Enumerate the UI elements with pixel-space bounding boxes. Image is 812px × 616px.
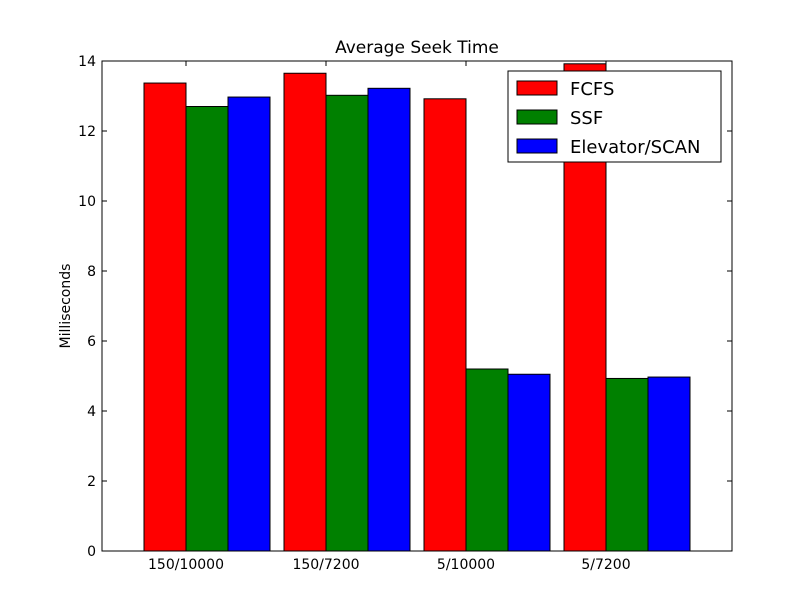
bar-elevator-scan-5-7200 xyxy=(647,376,691,552)
legend-swatch xyxy=(516,109,558,125)
y-tick-label: 14 xyxy=(78,54,96,70)
bar-ssf-150-7200 xyxy=(325,94,369,552)
y-tick-label: 4 xyxy=(87,404,96,420)
bar-elevator-scan-150-7200 xyxy=(367,87,411,552)
bar-fcfs-5-10000 xyxy=(423,98,467,552)
x-tick-label: 5/7200 xyxy=(581,557,630,573)
bar-fcfs-150-10000 xyxy=(143,82,187,552)
legend-label: SSF xyxy=(570,108,603,129)
y-axis-label: Milliseconds xyxy=(58,264,74,349)
y-tick-label: 10 xyxy=(78,194,96,210)
y-tick-label: 8 xyxy=(87,264,96,280)
y-tick-label: 0 xyxy=(87,544,96,560)
bar-elevator-scan-5-10000 xyxy=(507,373,551,552)
plot-area-frame xyxy=(101,60,733,552)
legend-swatch xyxy=(516,80,558,96)
x-tick-label: 150/10000 xyxy=(148,557,224,573)
bar-elevator-scan-150-10000 xyxy=(227,96,271,552)
legend-label: Elevator/SCAN xyxy=(570,137,700,158)
legend: FCFS SSF Elevator/SCAN xyxy=(507,70,722,163)
legend-label: FCFS xyxy=(570,79,614,100)
bar-ssf-5-10000 xyxy=(465,368,509,552)
bar-ssf-5-7200 xyxy=(605,377,649,552)
x-tick-label: 5/10000 xyxy=(437,557,495,573)
legend-swatch xyxy=(516,138,558,154)
y-tick-label: 6 xyxy=(87,334,96,350)
bars-layer xyxy=(143,63,691,552)
bar-fcfs-150-7200 xyxy=(283,72,327,552)
x-tick-label: 150/7200 xyxy=(292,557,359,573)
y-tick-label: 2 xyxy=(87,474,96,490)
ticks-layer: 0 2 4 6 8 10 12 14 150/10000 150/7200 5/10000 5/720… xyxy=(78,54,732,573)
chart-title: Average Seek Time xyxy=(335,38,499,58)
bar-ssf-150-10000 xyxy=(185,106,229,552)
y-tick-label: 12 xyxy=(78,124,96,140)
